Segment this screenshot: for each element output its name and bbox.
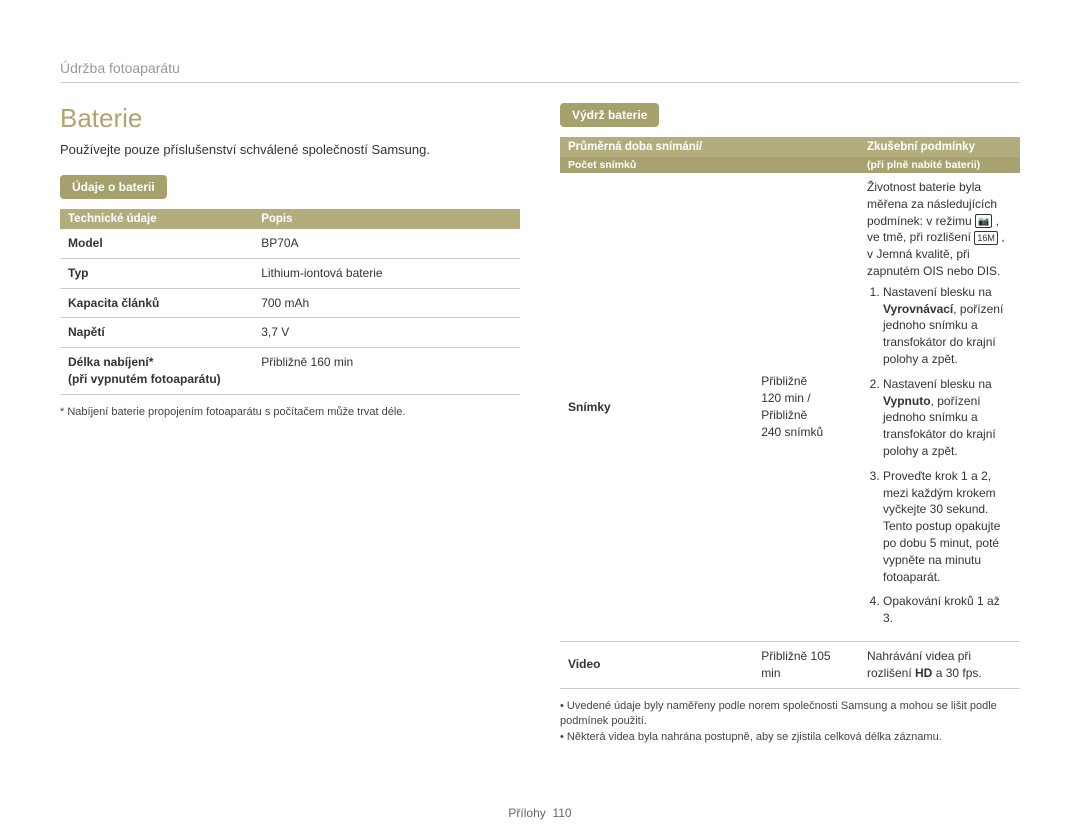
row-photos-value: Přibližně 120 min / Přibližně 240 snímků [753, 173, 859, 641]
table-row: Kapacita článků 700 mAh [60, 288, 520, 318]
footer: Přílohy 110 [60, 806, 1020, 820]
table-row: Typ Lithium-iontová baterie [60, 258, 520, 288]
spec-label: Kapacita článků [60, 288, 253, 318]
steps-list: Nastavení blesku na Vyrovnávací, pořízen… [867, 284, 1012, 627]
footnote: * Nabíjení baterie propojením fotoaparát… [60, 405, 520, 420]
row-photos-conditions: Životnost baterie byla měřena za následu… [859, 173, 1020, 641]
spec-label: Délka nabíjení* (při vypnutém fotoaparát… [60, 348, 253, 395]
table-row: Snímky Přibližně 120 min / Přibližně 240… [560, 173, 1020, 641]
th-cond-top: Zkušební podmínky [859, 137, 1020, 157]
list-item: Nastavení blesku na Vyrovnávací, pořízen… [883, 284, 1012, 368]
battery-data-tab: Údaje o baterii [60, 175, 167, 199]
spec-label: Typ [60, 258, 253, 288]
row-video-conditions: Nahrávání videa při rozlišení HD a 30 fp… [859, 641, 1020, 688]
footer-section: Přílohy [508, 806, 545, 820]
spec-label: Model [60, 229, 253, 258]
battery-life-tab: Výdrž baterie [560, 103, 659, 127]
list-item: Opakování kroků 1 až 3. [883, 593, 1012, 627]
th-avg-top: Průměrná doba snímání/ [560, 137, 859, 157]
row-photos-label: Snímky [560, 173, 753, 641]
spec-value: 700 mAh [253, 288, 520, 318]
battery-life-table: Průměrná doba snímání/ Zkušební podmínky… [560, 137, 1020, 689]
battery-data-table: Technické údaje Popis Model BP70A Typ Li… [60, 209, 520, 395]
th-spec: Technické údaje [60, 209, 253, 229]
row-video-label: Video [560, 641, 753, 688]
table-row: Napětí 3,7 V [60, 318, 520, 348]
th-avg-bottom: Počet snímků [560, 157, 859, 173]
bottom-notes: Uvedené údaje byly naměřeny podle norem … [560, 699, 1020, 747]
list-item: Některá videa byla nahrána postupně, aby… [560, 730, 1020, 746]
page: Údržba fotoaparátu Baterie Používejte po… [0, 0, 1080, 840]
list-item: Proveďte krok 1 a 2, mezi každým krokem … [883, 468, 1012, 586]
spec-label: Napětí [60, 318, 253, 348]
breadcrumb: Údržba fotoaparátu [60, 60, 1020, 83]
table-row: Model BP70A [60, 229, 520, 258]
right-column: Výdrž baterie Průměrná doba snímání/ Zku… [560, 103, 1020, 746]
camera-icon: 📷 [975, 214, 992, 228]
spec-value: BP70A [253, 229, 520, 258]
resolution-icon: 16M [974, 231, 998, 245]
table-row: Délka nabíjení* (při vypnutém fotoaparát… [60, 348, 520, 395]
spec-value: 3,7 V [253, 318, 520, 348]
left-column: Baterie Používejte pouze příslušenství s… [60, 103, 520, 746]
page-title: Baterie [60, 103, 520, 134]
table-row: Video Přibližně 105 min Nahrávání videa … [560, 641, 1020, 688]
columns: Baterie Používejte pouze příslušenství s… [60, 103, 1020, 746]
spec-value: Lithium-iontová baterie [253, 258, 520, 288]
list-item: Nastavení blesku na Vypnuto, pořízení je… [883, 376, 1012, 460]
footer-page: 110 [552, 806, 571, 820]
th-desc: Popis [253, 209, 520, 229]
th-cond-bottom: (při plně nabité baterii) [859, 157, 1020, 173]
row-video-value: Přibližně 105 min [753, 641, 859, 688]
list-item: Uvedené údaje byly naměřeny podle norem … [560, 699, 1020, 731]
spec-value: Přibližně 160 min [253, 348, 520, 395]
intro-text: Používejte pouze příslušenství schválené… [60, 142, 520, 157]
